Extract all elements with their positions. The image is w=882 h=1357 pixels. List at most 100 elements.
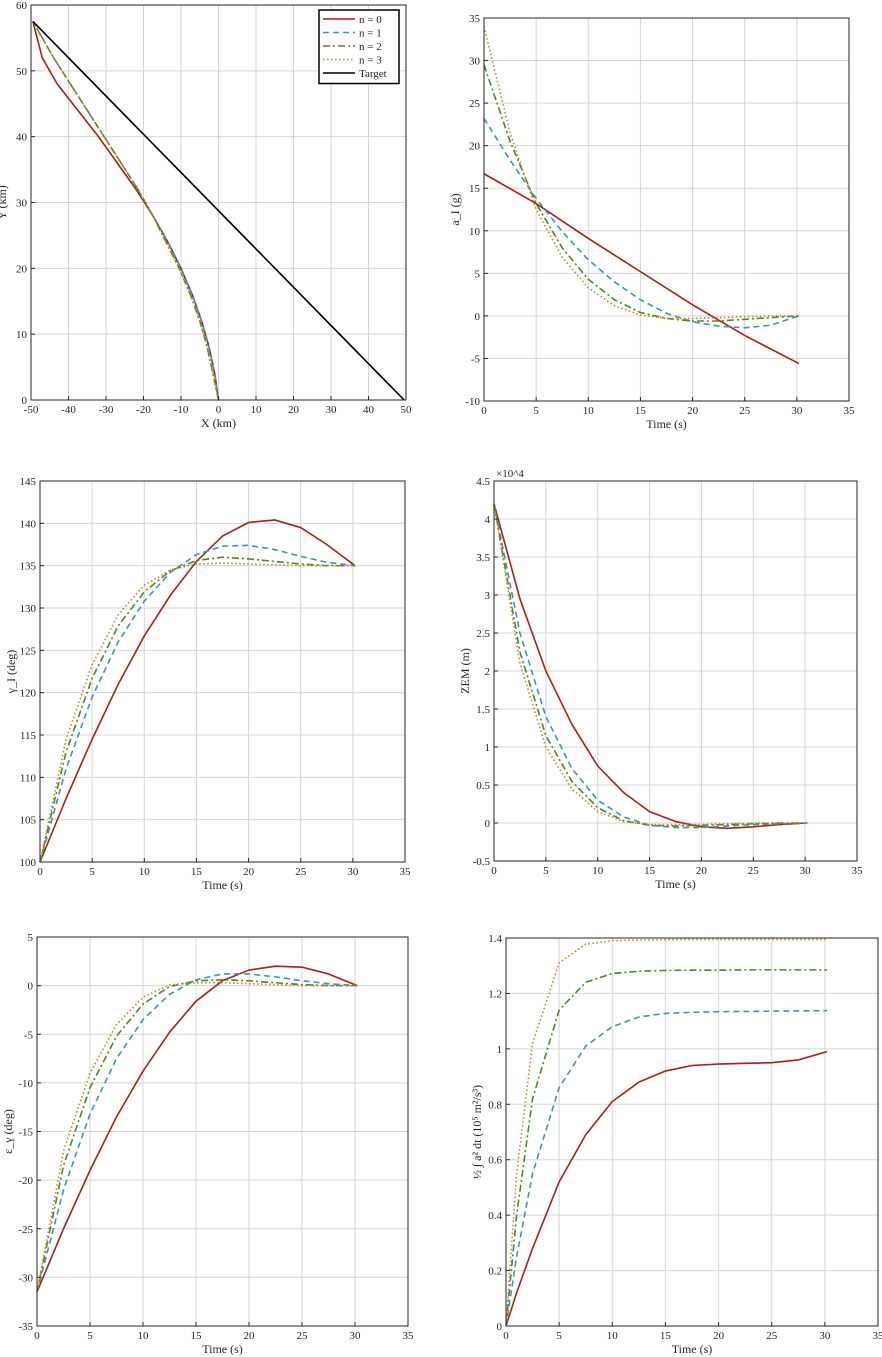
y-tick-label: 120	[20, 688, 37, 700]
series-n0	[32, 21, 220, 401]
axes-frame	[505, 937, 879, 1327]
x-tick-label: 25	[739, 405, 751, 417]
axes-frame	[483, 17, 850, 402]
y-tick-label: 0.4	[488, 1210, 502, 1222]
x-axis-label: Time (s)	[655, 877, 696, 891]
y-tick-label: 1	[485, 742, 491, 754]
y-tick-label: 0	[497, 1321, 503, 1333]
y-exponent-label: ×10^4	[496, 468, 524, 480]
y-tick-label: 30	[469, 56, 481, 68]
series-n0	[483, 173, 800, 365]
y-tick-label: 3.5	[476, 552, 490, 564]
y-tick-label: 1.4	[488, 933, 502, 945]
y-tick-label: 25	[469, 98, 481, 110]
series-n0	[505, 1050, 828, 1327]
legend-label-n2: n = 2	[359, 41, 382, 53]
x-tick-label: 15	[191, 866, 203, 878]
x-axis-label: Time (s)	[646, 417, 687, 431]
x-tick-label: 5	[89, 866, 95, 878]
y-tick-label: 130	[20, 603, 37, 615]
y-tick-label: -35	[18, 1321, 33, 1333]
y-axis-label: Y (km)	[0, 185, 9, 220]
y-tick-label: 35	[469, 13, 481, 25]
y-tick-label: 5	[28, 932, 34, 944]
y-tick-label: 0	[28, 981, 34, 993]
y-tick-label: 135	[20, 561, 37, 573]
x-tick-label: 20	[713, 1330, 725, 1342]
x-tick-label: 5	[533, 405, 539, 417]
y-tick-label: 10	[469, 226, 481, 238]
y-tick-label: 145	[20, 476, 37, 488]
x-tick-label: 15	[644, 865, 656, 877]
x-tick-label: 5	[556, 1330, 562, 1342]
x-tick-label: 25	[766, 1330, 778, 1342]
legend-box	[318, 9, 400, 85]
x-tick-label: 35	[852, 865, 864, 877]
y-tick-label: -15	[18, 1127, 33, 1139]
y-axis-label: ε_γ (deg)	[1, 1109, 15, 1154]
x-tick-label: 20	[243, 866, 255, 878]
x-tick-label: 30	[791, 405, 803, 417]
series-n0	[39, 519, 356, 863]
chart-angle-error: 0 5 10 15 20 25 30 35 -35 -30 -25 -20 -15 -10 -5 0 5 Time…	[1, 932, 414, 1356]
x-tick-label: 0	[491, 865, 497, 877]
series-n1	[39, 544, 356, 863]
x-tick-label: 15	[191, 1330, 203, 1342]
series-n2	[39, 556, 355, 863]
chart-flight-path-angle: 0 5 10 15 20 25 30 35 100 105 110 115 120 125 130 135 14…	[4, 476, 411, 892]
series-target	[32, 20, 405, 401]
series-n2	[32, 21, 220, 401]
chart-control-effort: 0 5 10 15 20 25 30 35 0 0.2 0.4 0.6 0.8 1 1.2 1.4 Time (…	[470, 933, 882, 1356]
y-tick-label: 60	[16, 0, 28, 12]
series-n3	[32, 21, 220, 401]
x-tick-label: 30	[350, 1330, 362, 1342]
series-n3	[39, 562, 355, 863]
y-tick-label: 1	[497, 1044, 503, 1056]
y-tick-label: -10	[465, 396, 480, 408]
x-tick-label: -30	[99, 404, 114, 416]
x-tick-label: -40	[61, 404, 76, 416]
x-tick-label: 10	[583, 405, 595, 417]
x-tick-label: 5	[543, 865, 549, 877]
series-n2	[505, 969, 827, 1327]
x-tick-label: 35	[400, 866, 412, 878]
y-tick-label: -20	[18, 1175, 33, 1187]
series-n3	[483, 26, 799, 320]
x-tick-label: 10	[607, 1330, 619, 1342]
y-tick-label: 2.5	[476, 628, 490, 640]
x-tick-label: 0	[216, 404, 222, 416]
series-n3	[493, 503, 808, 826]
x-axis-label: Time (s)	[672, 1342, 713, 1356]
chart-zem: 0 5 10 15 20 25 30 35-0.500.511.522.533.544.5Ti…	[458, 468, 863, 891]
series-n2	[483, 64, 799, 322]
x-tick-label: 35	[873, 1330, 882, 1342]
y-tick-label: 100	[20, 857, 37, 869]
legend-label-n3: n = 3	[359, 55, 382, 67]
y-tick-label: 0	[475, 311, 481, 323]
y-axis-label: ZEM (m)	[458, 648, 472, 694]
y-tick-label: 110	[20, 772, 37, 784]
y-tick-label: 0.2	[488, 1266, 502, 1278]
x-tick-label: 20	[687, 405, 699, 417]
x-tick-label: 35	[844, 405, 856, 417]
y-tick-label: 140	[20, 518, 37, 530]
y-tick-label: 4	[485, 514, 491, 526]
series-n2	[36, 978, 358, 1293]
y-tick-label: 2	[485, 666, 491, 678]
x-tick-label: 10	[139, 866, 151, 878]
chart-trajectory: -50 -40 -30 -20 -10 0 10 20 30 40 50 0 10 20 30 40 50 60 X…	[0, 0, 412, 430]
y-tick-label: 1.2	[488, 988, 502, 1000]
series-n0	[493, 503, 808, 830]
series-n0	[36, 965, 358, 1293]
y-tick-label: -25	[18, 1224, 33, 1236]
x-tick-label: 30	[326, 404, 338, 416]
x-tick-label: -10	[174, 404, 189, 416]
y-tick-label: 50	[16, 66, 28, 78]
series-n1	[483, 118, 800, 329]
legend-label-n1: n = 1	[359, 28, 382, 40]
y-tick-label: 115	[20, 730, 37, 742]
y-axis-label: a_I (g)	[448, 193, 462, 225]
series-n1	[36, 973, 358, 1293]
x-tick-label: 50	[401, 404, 413, 416]
